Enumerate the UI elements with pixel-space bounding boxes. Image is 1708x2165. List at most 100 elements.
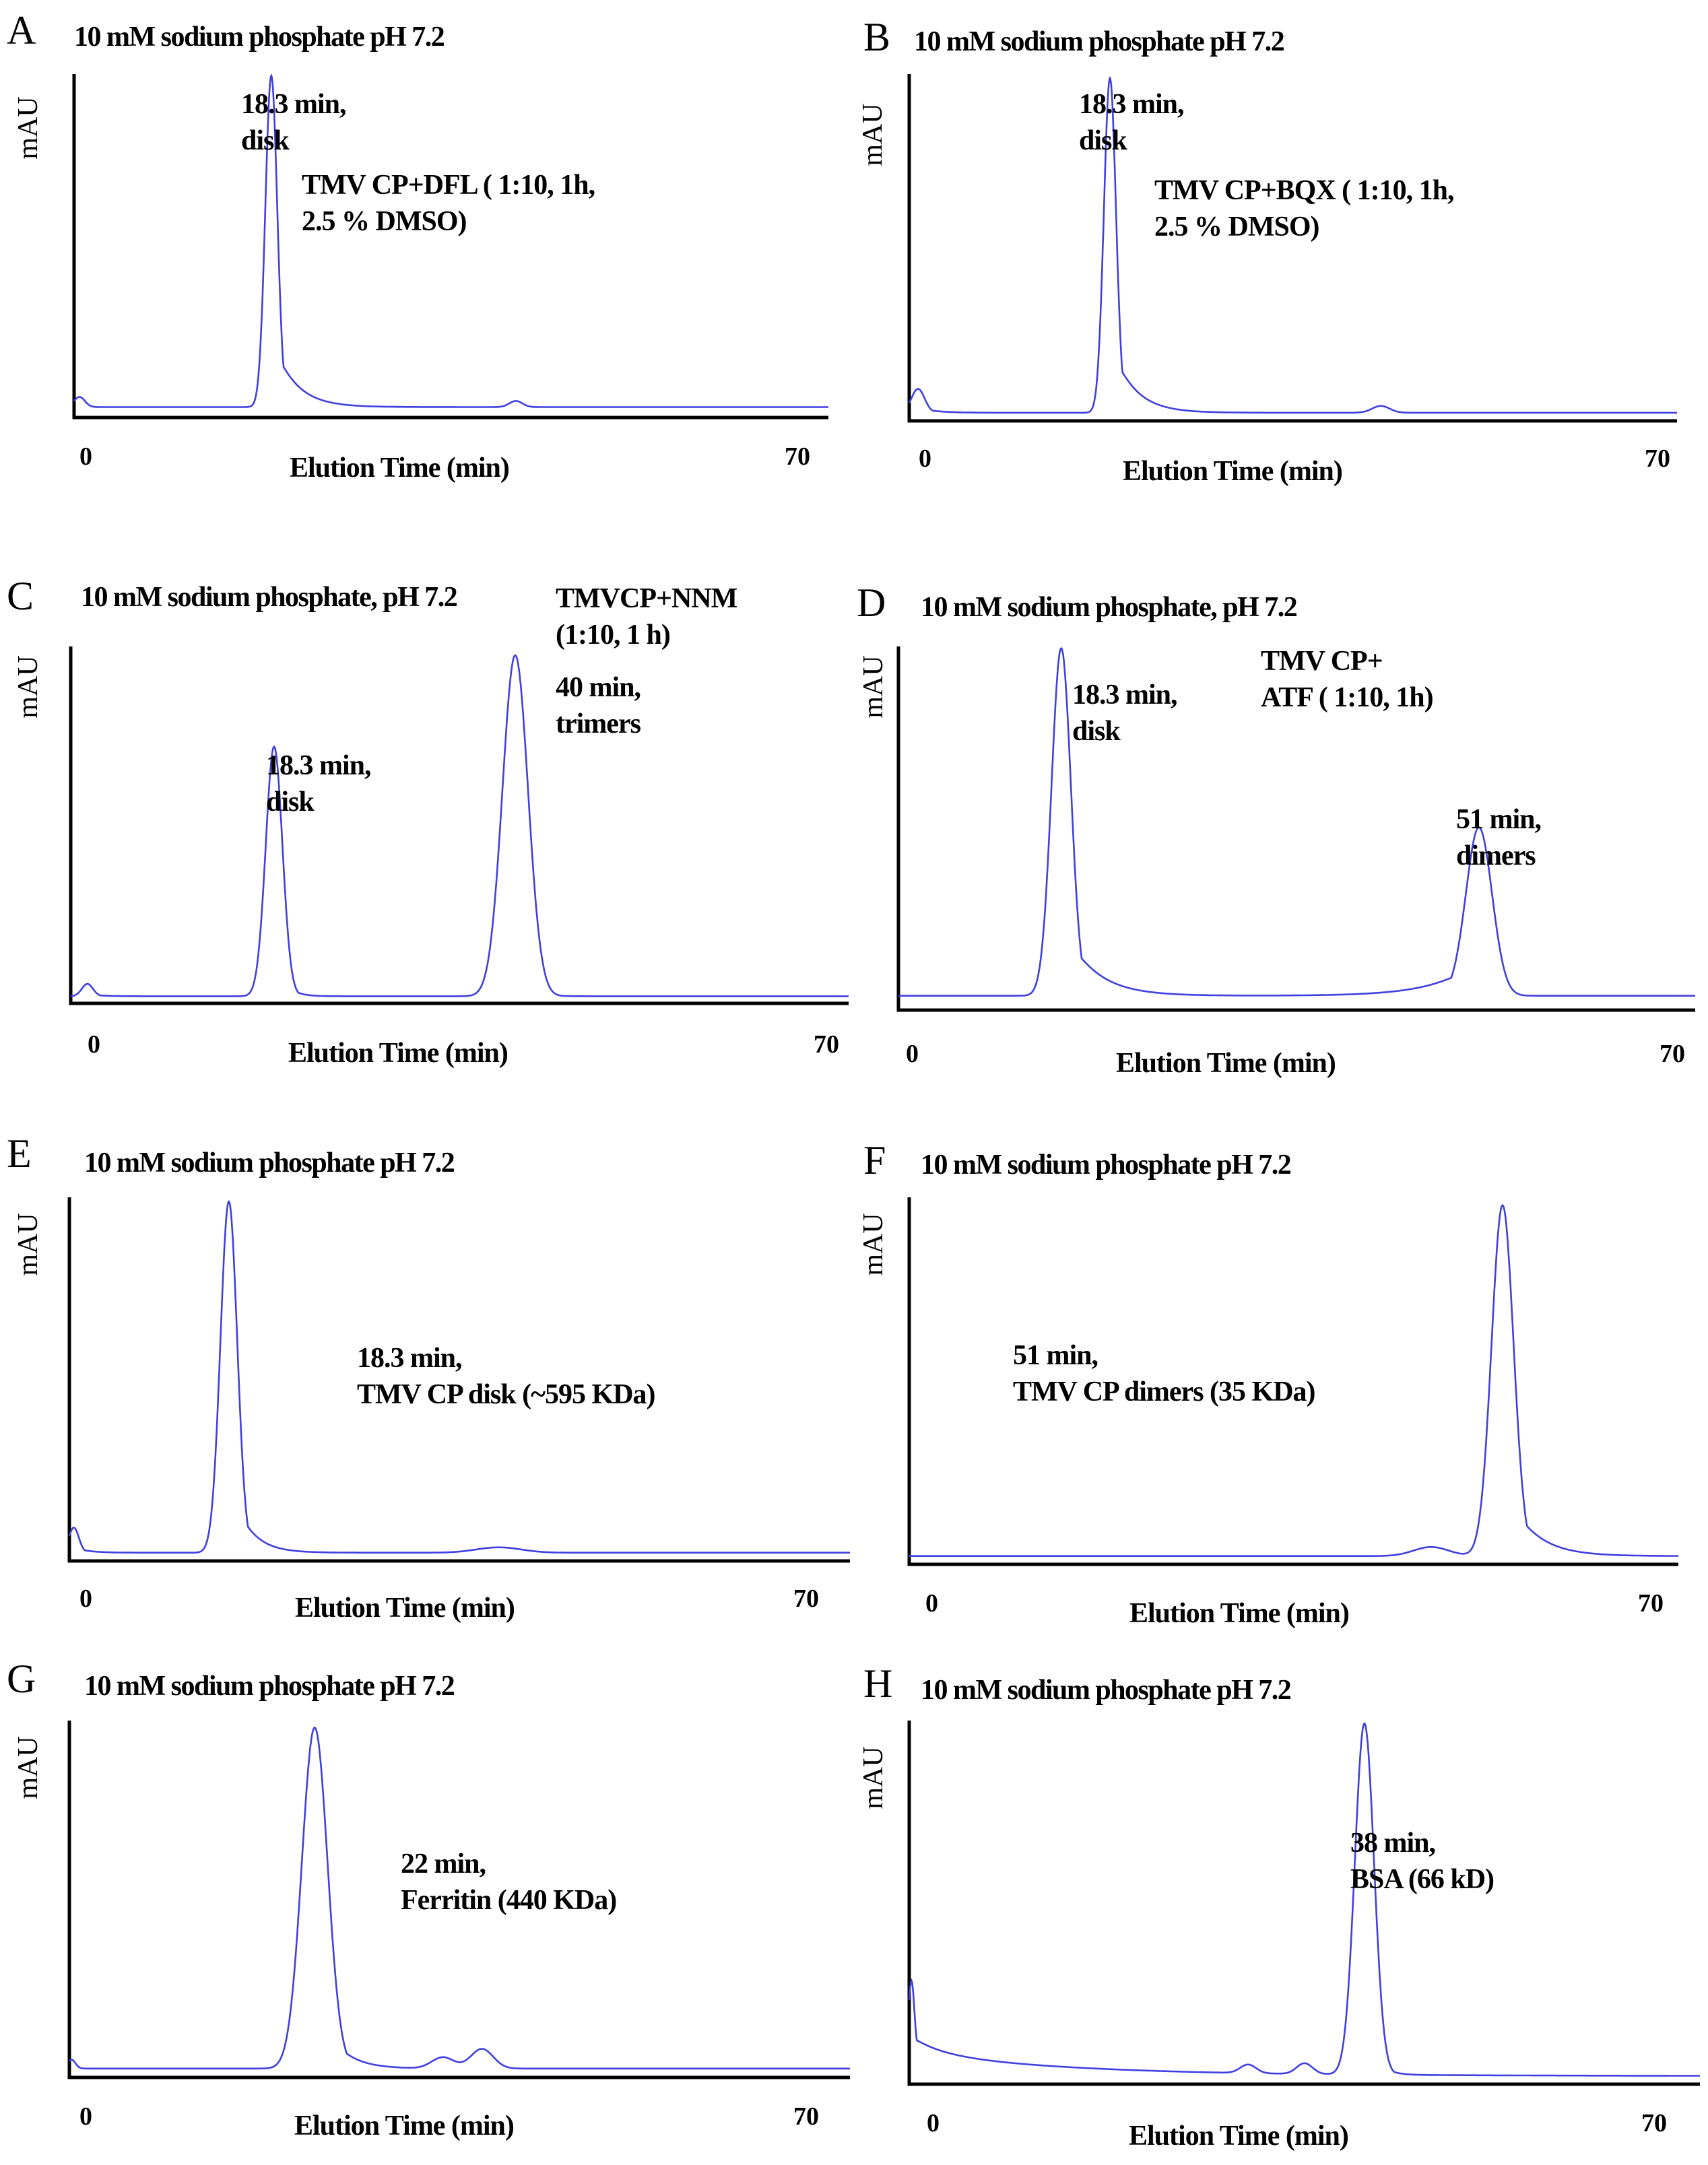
buffer-title: 10 mM sodium phosphate pH 7.2 [74,22,445,53]
y-axis-label: mAU [13,655,44,718]
axis-lines [907,74,1677,423]
panel-label: B [863,15,890,59]
peak-annotation: trimers [556,708,641,739]
buffer-title: 10 mM sodium phosphate, pH 7.2 [81,582,457,613]
peak-annotation: TMV CP+BQX ( 1:10, 1h, [1154,175,1454,206]
buffer-title: 10 mM sodium phosphate pH 7.2 [84,1671,455,1702]
peak-annotation: TMV CP+DFL ( 1:10, 1h, [302,170,595,201]
chart-panel-c: C 10 mM sodium phosphate, pH 7.2 mAU 0 70 Elu… [0,566,849,1084]
chart-panel-e: E 10 mM sodium phosphate pH 7.2 mAU 0 70 Elut… [0,1123,850,1642]
peak-annotation: 18.3 min, [266,750,371,781]
x-tick-label: 70 [785,442,810,471]
axis-lines [72,74,828,420]
peak-annotation: TMV CP dimers (35 KDa) [1013,1376,1315,1407]
peak-annotation: 18.3 min, [1072,679,1177,710]
panel-label: H [863,1661,892,1706]
peak-annotation: disk [1072,716,1121,747]
x-axis-label: Elution Time (min) [1116,1048,1336,1079]
peak-annotation: disk [266,787,315,818]
x-tick-label: 0 [79,2102,92,2131]
chromatogram-trace [68,1200,850,1554]
y-axis-label: mAU [858,655,889,718]
x-tick-label: 70 [1638,1589,1664,1618]
x-tick-label: 0 [927,2109,940,2137]
x-axis-label: Elution Time (min) [288,1038,508,1069]
peak-annotation: 51 min, [1456,804,1541,835]
chart-panel-d: D 10 mM sodium phosphate, pH 7.2 mAU 0 70 Elu… [850,566,1695,1084]
axis-lines [907,1721,1700,2086]
panel-label: G [7,1657,36,1701]
x-tick-label: 70 [1645,444,1670,473]
peak-annotation: 22 min, [401,1848,486,1879]
peak-annotation: disk [1079,125,1127,156]
peak-annotation: disk [241,125,290,156]
x-tick-label: 70 [1641,2109,1667,2137]
peak-annotation: dimers [1456,840,1536,871]
panel-label: C [7,574,34,618]
x-axis-label: Elution Time (min) [294,2110,514,2141]
peak-annotation: 18.3 min, [1079,89,1184,120]
chart-svg: F 10 mM sodium phosphate pH 7.2 mAU 0 70 Elut… [858,1138,1678,1629]
x-tick-label: 70 [793,1585,819,1613]
x-tick-label: 70 [814,1030,839,1059]
axis-lines [69,646,849,1005]
x-tick-label: 0 [79,1585,92,1613]
chromatogram-trace [909,1204,1678,1557]
chart-svg: D 10 mM sodium phosphate, pH 7.2 mAU 0 70 Elu… [857,580,1695,1079]
peak-annotation: 2.5 % DMSO) [1154,211,1319,242]
y-axis-label: mAU [857,103,888,166]
peak-annotation: 38 min, [1350,1828,1435,1859]
peak-annotation: Ferritin (440 KDa) [401,1885,616,1916]
chart-svg: C 10 mM sodium phosphate, pH 7.2 mAU 0 70 Elu… [7,574,849,1069]
chart-panel-f: F 10 mM sodium phosphate pH 7.2 mAU 0 70 Elut… [850,1123,1692,1642]
y-axis-label: mAU [13,96,44,159]
chromatogram-trace [69,1726,850,2070]
x-tick-label: 70 [793,2102,819,2131]
peak-annotation: 40 min, [556,672,640,703]
chart-panel-b: B 10 mM sodium phosphate pH 7.2 mAU 0 70 Elut… [850,0,1692,519]
peak-annotation: 18.3 min, [241,89,346,120]
y-axis-label: mAU [13,1213,44,1275]
chromatogram-trace [908,1722,1700,2077]
chromatogram-trace [898,646,1695,997]
chart-panel-g: G 10 mM sodium phosphate pH 7.2 mAU 0 70 Elut… [0,1646,850,2165]
peak-annotation: TMVCP+NNM [556,583,737,614]
y-axis-label: mAU [13,1736,44,1799]
chromatogram-trace [908,75,1677,414]
chart-svg: A 10 mM sodium phosphate pH 7.2 mAU 0 70 Elut… [7,8,828,484]
x-tick-label: 0 [925,1589,938,1618]
axis-lines [896,646,1695,1012]
chart-svg: E 10 mM sodium phosphate pH 7.2 mAU 0 70 Elut… [7,1131,850,1624]
y-axis-label: mAU [858,1213,889,1275]
chart-svg: G 10 mM sodium phosphate pH 7.2 mAU 0 70 Elut… [7,1657,850,2141]
chart-panel-a: A 10 mM sodium phosphate pH 7.2 mAU 0 70 Elut… [0,0,842,519]
peak-annotation: 51 min, [1013,1340,1098,1371]
y-axis-label: mAU [858,1746,889,1809]
panel-label: A [7,8,36,53]
peak-annotation: ATF ( 1:10, 1h) [1261,682,1433,713]
x-tick-label: 0 [906,1040,919,1068]
buffer-title: 10 mM sodium phosphate pH 7.2 [921,1675,1291,1706]
buffer-title: 10 mM sodium phosphate, pH 7.2 [921,592,1297,623]
panel-label: F [863,1138,886,1183]
buffer-title: 10 mM sodium phosphate pH 7.2 [921,1150,1291,1180]
peak-annotation: 18.3 min, [357,1343,462,1374]
x-tick-label: 70 [1660,1040,1685,1068]
peak-annotation: BSA (66 kD) [1350,1864,1494,1895]
x-tick-label: 0 [919,444,931,473]
x-axis-label: Elution Time (min) [290,453,509,484]
axis-lines [67,1197,850,1563]
peak-annotation: TMV CP disk (~595 KDa) [357,1379,655,1410]
chart-svg: B 10 mM sodium phosphate pH 7.2 mAU 0 70 Elut… [857,15,1677,487]
axis-lines [67,1721,850,2079]
buffer-title: 10 mM sodium phosphate pH 7.2 [84,1147,455,1178]
panel-label: D [857,580,886,625]
peak-annotation: 2.5 % DMSO) [302,206,467,237]
axis-lines [907,1197,1678,1566]
chart-panel-h: H 10 mM sodium phosphate pH 7.2 mAU 0 70 Elut… [850,1646,1700,2165]
buffer-title: 10 mM sodium phosphate pH 7.2 [914,26,1284,57]
peak-annotation: TMV CP+ [1261,646,1383,677]
chart-svg: H 10 mM sodium phosphate pH 7.2 mAU 0 70 Elut… [858,1661,1700,2152]
panel-label: E [7,1131,32,1176]
x-tick-label: 0 [79,442,92,471]
